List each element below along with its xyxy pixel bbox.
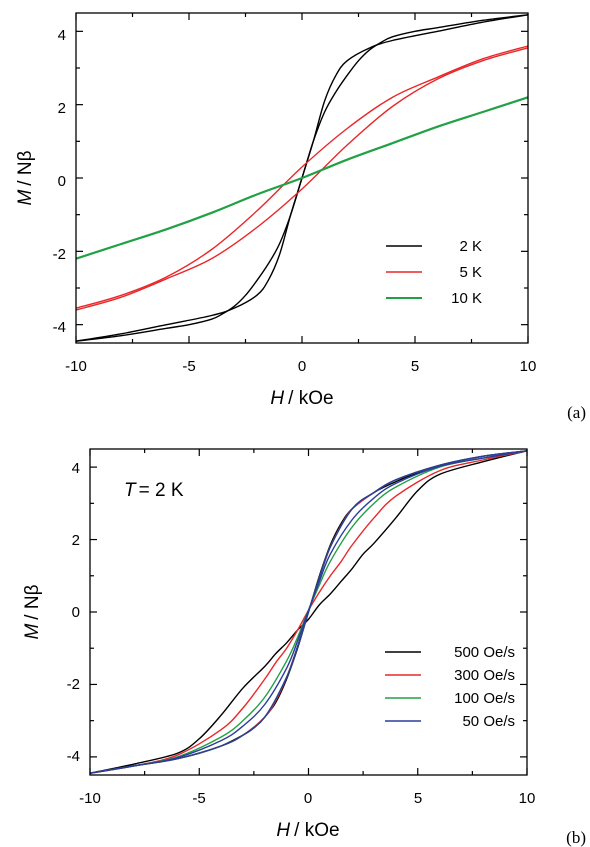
panel-b-y-tick-label: -2	[67, 676, 80, 693]
panel-a-x-tick-label: 0	[298, 358, 306, 375]
panel-a-curves	[75, 14, 529, 342]
legend-label-10k: 10 K	[451, 290, 482, 307]
panel-a-y-tick-label: -4	[53, 319, 66, 336]
panel-a-y-tick-label: 4	[58, 27, 66, 44]
panel-b-curves	[89, 450, 528, 774]
panel-a-x-tick-label: -5	[182, 358, 195, 375]
panel-b-y-axis-title: M/ Nβ	[22, 584, 43, 639]
panel-a-x-tick-label: -10	[65, 358, 87, 375]
panel-a-y-axis-title: M/ Nβ	[15, 150, 36, 205]
legend-label-500: 500 Oe/s	[454, 644, 515, 661]
panel-b-legend: 500 Oe/s 300 Oe/s 100 Oe/s 50 Oe/s	[385, 644, 515, 730]
panel-b-x-tick-label: 10	[519, 790, 536, 807]
panel-b-x-tick-label: 5	[414, 790, 422, 807]
panel-a-x-tick-label: 10	[520, 358, 537, 375]
panel-b-x-tick-label: -5	[192, 790, 205, 807]
panel-a-label: (a)	[567, 403, 586, 422]
legend-label-5k: 5 K	[459, 264, 482, 281]
series-line-a-0-down	[75, 14, 529, 342]
panel-b-x-axis-title: H / kOe	[276, 820, 339, 841]
series-line-b-0-down	[89, 450, 528, 774]
panel-a-x-tick-label: 5	[411, 358, 419, 375]
panel-a-y-tick-label: 2	[58, 100, 66, 117]
panel-b-y-tick-label: -4	[67, 748, 80, 765]
legend-label-50: 50 Oe/s	[462, 713, 515, 730]
panel-b-y-tick-label: 2	[72, 532, 80, 549]
panel-b-y-tick-label: 4	[72, 460, 80, 477]
panel-a-ticks	[75, 13, 529, 343]
panel-a-legend: 2 K 5 K 10 K	[386, 238, 482, 307]
panel-b-x-tick-label: 0	[304, 790, 312, 807]
panel-a: -10 -5 0 5 10 -4 -2 0 2 4 H / kOe M/ Nβ 2…	[15, 12, 586, 422]
legend-label-100: 100 Oe/s	[454, 690, 515, 707]
legend-label-2k: 2 K	[459, 238, 482, 255]
panel-a-y-tick-label: 0	[58, 173, 66, 190]
panel-b-ticks	[89, 449, 528, 775]
series-line-a-1-down	[75, 45, 529, 309]
panel-a-y-tick-label: -2	[53, 246, 66, 263]
panel-b-y-tick-label: 0	[72, 604, 80, 621]
series-line-a-1-up	[75, 47, 529, 311]
panel-a-x-axis-title: H / kOe	[270, 388, 333, 409]
series-line-b-3-down	[89, 450, 528, 774]
panel-b-label: (b)	[566, 828, 586, 847]
panel-b-x-tick-label: -10	[79, 790, 101, 807]
temperature-annotation: T = 2 K	[124, 480, 184, 501]
series-line-a-2-up	[75, 96, 529, 260]
panel-b: -10 -5 0 5 10 -4 -2 0 2 4 H / kOe M/ Nβ T…	[22, 448, 586, 847]
legend-label-300: 300 Oe/s	[454, 667, 515, 684]
